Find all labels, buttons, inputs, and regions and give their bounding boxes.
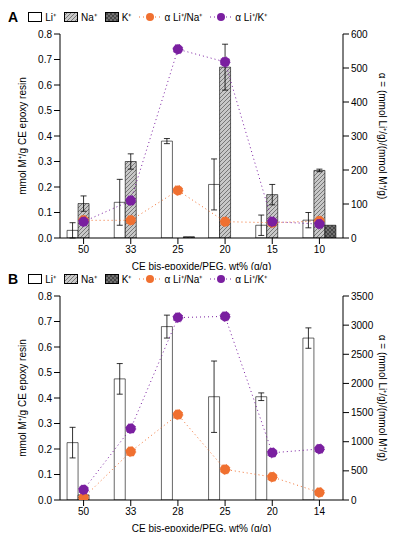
html-text:K⁺: K⁺ — [121, 274, 132, 285]
html-text:B: B — [8, 271, 19, 287]
svg-text:14: 14 — [314, 506, 326, 517]
html-text:Na⁺: Na⁺ — [80, 12, 97, 23]
svg-text:CE bis-epoxide/PEG, wt% (g/g): CE bis-epoxide/PEG, wt% (g/g) — [132, 261, 272, 270]
svg-text:0: 0 — [351, 495, 357, 506]
svg-text:1500: 1500 — [351, 407, 374, 418]
svg-text:0.6: 0.6 — [38, 80, 52, 91]
html-text:K⁺: K⁺ — [121, 12, 132, 23]
svg-text:2000: 2000 — [351, 378, 374, 389]
svg-text:33: 33 — [125, 244, 137, 255]
svg-text:0: 0 — [351, 233, 357, 244]
svg-text:α = (mmol Li⁺/g)/(mmol M⁺/g): α = (mmol Li⁺/g)/(mmol M⁺/g) — [377, 73, 388, 200]
html-text:Li⁺: Li⁺ — [45, 12, 56, 23]
svg-text:0.1: 0.1 — [38, 207, 52, 218]
svg-text:0.3: 0.3 — [38, 418, 52, 429]
svg-text:0.2: 0.2 — [38, 182, 52, 193]
svg-text:200: 200 — [351, 165, 368, 176]
svg-text:0.8: 0.8 — [38, 29, 52, 40]
svg-text:50: 50 — [78, 506, 90, 517]
svg-text:3500: 3500 — [351, 291, 374, 302]
svg-text:CE bis-epoxide/PEG, wt% (g/g): CE bis-epoxide/PEG, wt% (g/g) — [132, 523, 272, 532]
svg-text:1000: 1000 — [351, 436, 374, 447]
svg-text:0.6: 0.6 — [38, 342, 52, 353]
svg-text:0.5: 0.5 — [38, 367, 52, 378]
svg-text:28: 28 — [172, 506, 184, 517]
svg-text:25: 25 — [172, 244, 184, 255]
svg-text:2500: 2500 — [351, 349, 374, 360]
svg-text:500: 500 — [351, 465, 368, 476]
svg-text:20: 20 — [220, 244, 232, 255]
svg-text:0.1: 0.1 — [38, 469, 52, 480]
svg-text:0.7: 0.7 — [38, 316, 52, 327]
html-text:Na⁺: Na⁺ — [80, 274, 97, 285]
svg-text:33: 33 — [125, 506, 137, 517]
svg-text:0.7: 0.7 — [38, 54, 52, 65]
svg-text:α = (mmol Li⁺/g)/(mmol M⁺/g): α = (mmol Li⁺/g)/(mmol M⁺/g) — [377, 335, 388, 462]
svg-text:mmol M⁺/g CE epoxy resin: mmol M⁺/g CE epoxy resin — [17, 339, 28, 456]
svg-text:400: 400 — [351, 97, 368, 108]
svg-text:0.4: 0.4 — [38, 131, 52, 142]
svg-text:0.8: 0.8 — [38, 291, 52, 302]
html-text:α Li⁺/K⁺: α Li⁺/K⁺ — [235, 12, 268, 23]
svg-text:0.5: 0.5 — [38, 105, 52, 116]
html-text:α Li⁺/K⁺: α Li⁺/K⁺ — [235, 274, 268, 285]
svg-text:25: 25 — [220, 506, 232, 517]
svg-text:0.2: 0.2 — [38, 444, 52, 455]
svg-text:0.0: 0.0 — [38, 495, 52, 506]
svg-text:0.0: 0.0 — [38, 233, 52, 244]
svg-text:mmol M⁺/g CE epoxy resin: mmol M⁺/g CE epoxy resin — [17, 77, 28, 194]
html-text:A: A — [8, 9, 19, 25]
html-text:Li⁺: Li⁺ — [45, 274, 56, 285]
svg-text:3000: 3000 — [351, 320, 374, 331]
svg-text:50: 50 — [78, 244, 90, 255]
svg-text:500: 500 — [351, 63, 368, 74]
html-text:α Li⁺/Na⁺: α Li⁺/Na⁺ — [164, 274, 203, 285]
svg-text:300: 300 — [351, 131, 368, 142]
html-text:α Li⁺/Na⁺: α Li⁺/Na⁺ — [164, 12, 203, 23]
svg-text:0.4: 0.4 — [38, 393, 52, 404]
svg-text:0.3: 0.3 — [38, 156, 52, 167]
svg-text:20: 20 — [267, 506, 279, 517]
svg-text:100: 100 — [351, 199, 368, 210]
svg-text:10: 10 — [314, 244, 326, 255]
svg-text:15: 15 — [267, 244, 279, 255]
svg-text:600: 600 — [351, 29, 368, 40]
